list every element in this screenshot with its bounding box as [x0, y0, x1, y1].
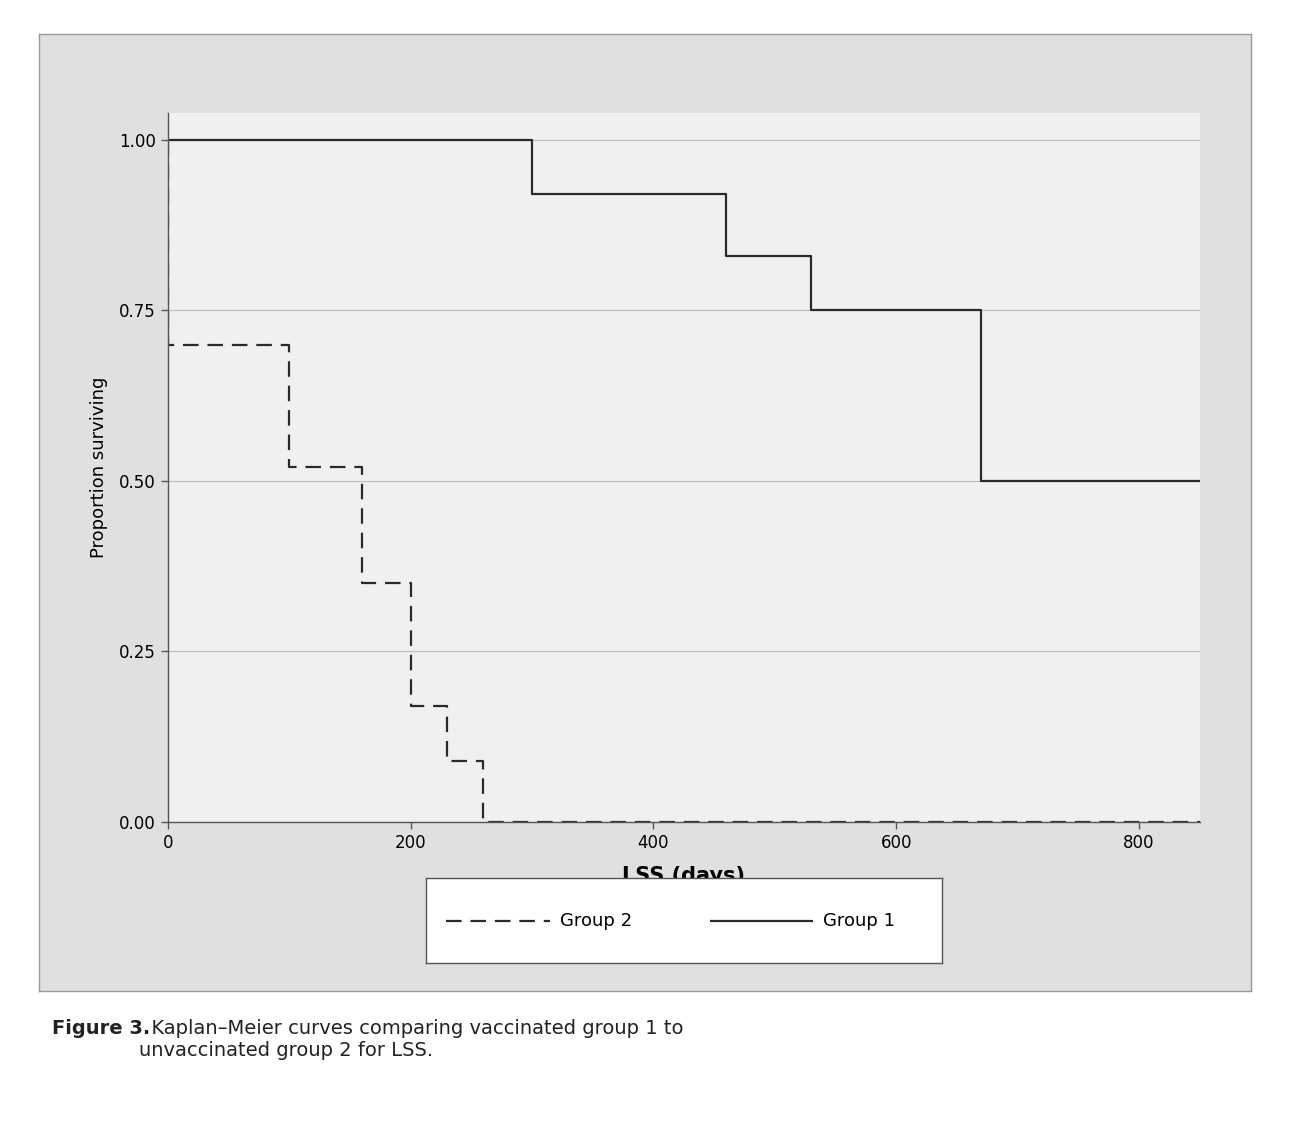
Text: Kaplan–Meier curves comparing vaccinated group 1 to
unvaccinated group 2 for LSS: Kaplan–Meier curves comparing vaccinated… — [139, 1019, 684, 1060]
Text: Figure 3.: Figure 3. — [52, 1019, 150, 1038]
X-axis label: LSS (days): LSS (days) — [622, 866, 746, 886]
Text: Group 2: Group 2 — [560, 912, 632, 929]
Y-axis label: Proportion surviving: Proportion surviving — [90, 376, 108, 558]
Text: Group 1: Group 1 — [823, 912, 895, 929]
